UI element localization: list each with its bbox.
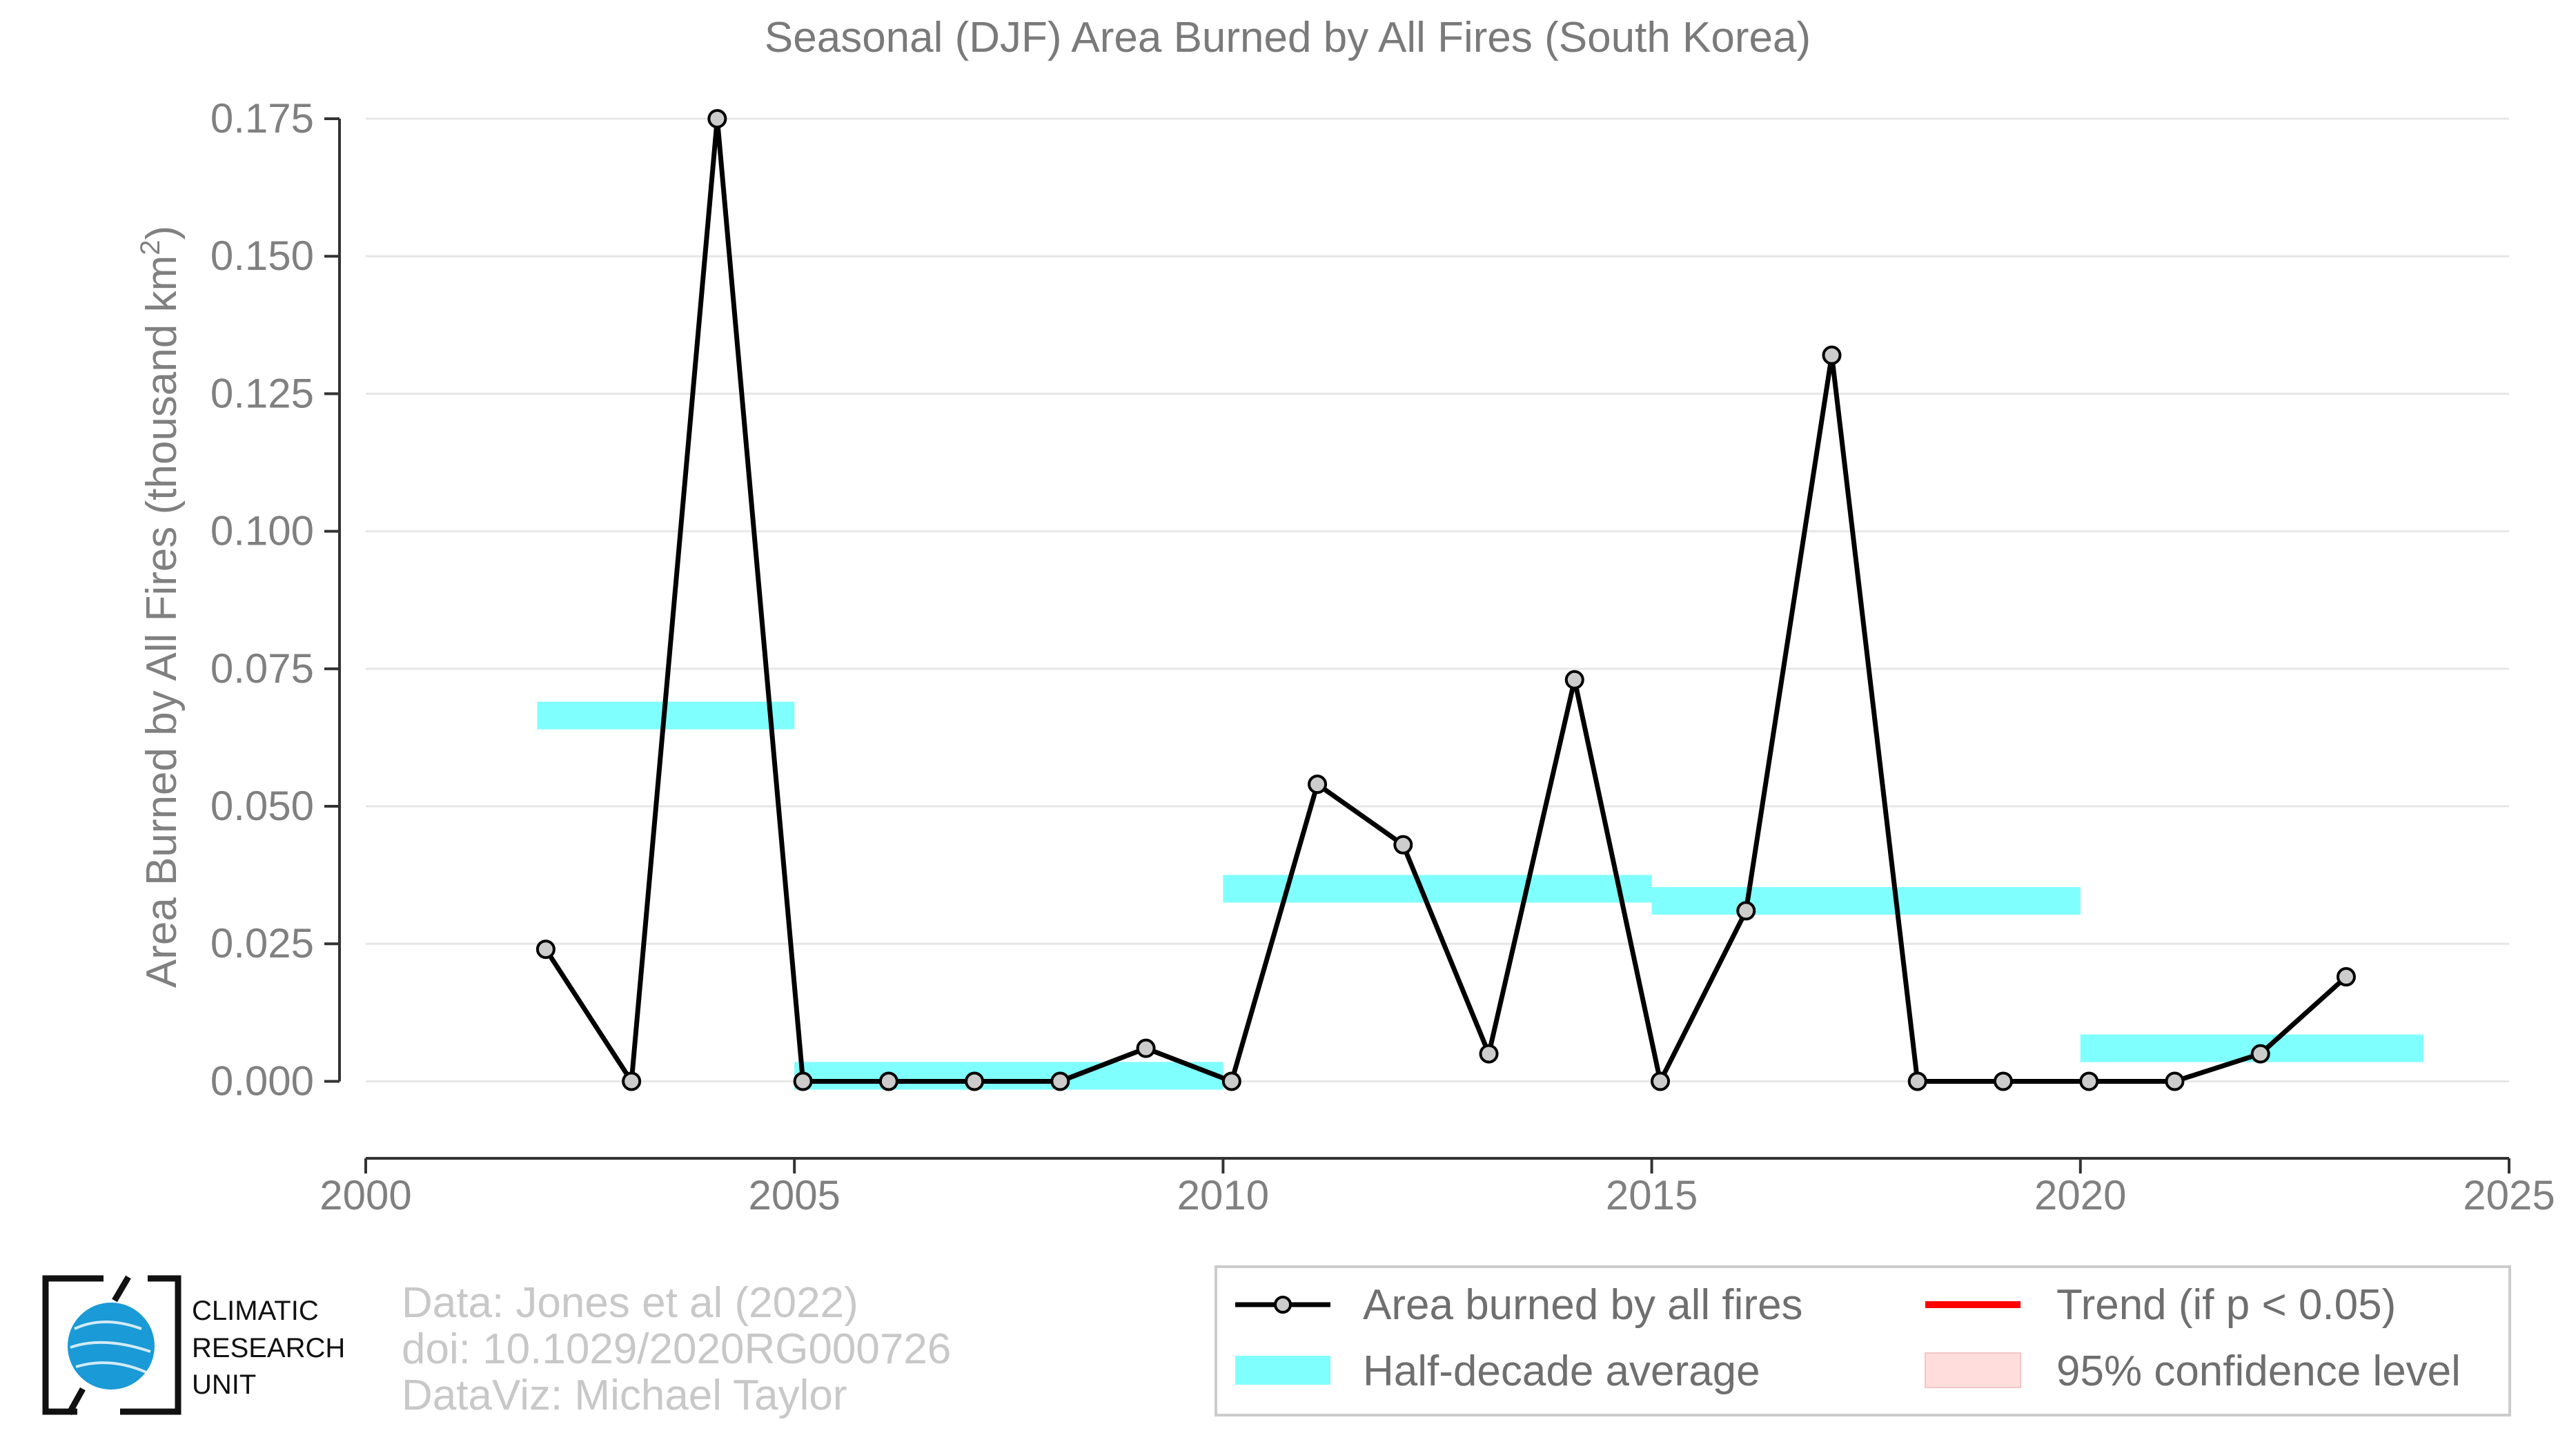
data-point [1136,1038,1156,1058]
y-tick-label: 0.025 [210,920,314,966]
data-point [2079,1071,2099,1091]
data-point [1308,775,1328,795]
data-point [793,1071,813,1091]
logo-bracket-left [42,1275,104,1415]
half-decade-bar [794,1062,1223,1090]
credit-data: Data: Jones et al (2022) [402,1279,858,1327]
data-point [2336,967,2356,987]
x-tick-label: 2005 [748,1172,840,1218]
half-decade-bar [1223,875,1652,903]
data-point [707,109,727,128]
logo-bracket-right [120,1275,181,1415]
x-tick-labels: 2000 2005 2010 2015 2020 2025 [319,1172,2555,1218]
data-point [1907,1071,1927,1091]
data-point [965,1071,985,1091]
legend-label-halfdecade: Half-decade average [1363,1347,1760,1395]
data-point [2165,1071,2185,1091]
data-point [1993,1071,2013,1091]
series-polyline [543,116,2348,1084]
y-tick-label: 0.000 [210,1058,314,1104]
x-tick-label: 2015 [1606,1172,1698,1218]
legend-swatch-halfdecade [1235,1356,1330,1385]
legend-label-line: Area burned by all fires [1363,1281,1803,1329]
y-axis-label-main: Area Burned by All Fires (thousand km [138,255,186,988]
y-axis-label: Area Burned by All Fires (thousand km2) [135,226,186,988]
cru-logo: CLIMATIC RESEARCH UNIT [42,1275,345,1416]
y-tick-labels: 0.000 0.025 0.050 0.075 0.100 0.125 0.150 0.175 [210,95,314,1104]
series-line [535,109,2356,1091]
legend-frame [1215,1265,2511,1416]
x-tick-label: 2000 [319,1172,411,1218]
x-tick-label: 2010 [1177,1172,1269,1218]
grid [366,117,2509,1082]
legend-swatch-ci [1925,1352,2021,1388]
data-point [1651,1071,1671,1091]
axes [324,117,2510,1174]
half-decade-bar [1651,887,2081,915]
x-tick-label: 2025 [2463,1172,2555,1218]
y-axis-label-sup: 2 [135,240,166,255]
logo-slash-top [112,1275,131,1303]
data-point [535,939,555,960]
logo-text-line2: RESEARCH [192,1333,345,1363]
logo-text-line1: CLIMATIC [192,1296,319,1326]
data-point [878,1071,898,1091]
data-point [1736,901,1756,921]
y-axis-label-close: ) [138,226,186,240]
x-tick-label: 2020 [2034,1172,2126,1218]
logo-globe-icon [68,1303,155,1390]
data-point [1221,1071,1241,1091]
data-point [1050,1071,1070,1091]
y-tick-label: 0.075 [210,645,314,692]
data-point [1393,835,1413,855]
credit-doi: doi: 10.1029/2020RG000726 [402,1325,951,1373]
data-point [622,1071,642,1091]
legend-label-ci: 95% confidence level [2056,1347,2461,1395]
data-point [1564,670,1584,690]
chart-title: Seasonal (DJF) Area Burned by All Fires … [765,14,1811,61]
y-tick-label: 0.175 [210,95,314,142]
legend-swatch-marker [1274,1296,1292,1314]
legend-label-trend: Trend (if p < 0.05) [2056,1281,2396,1329]
logo-slash-bottom [66,1387,86,1416]
logo-text-line3: UNIT [192,1370,256,1400]
data-point [1822,345,1842,365]
logo-globe-swirl [70,1321,151,1374]
y-tick-label: 0.150 [210,233,314,279]
data-point [2250,1044,2270,1064]
y-tick-label: 0.050 [210,783,314,829]
y-tick-label: 0.100 [210,508,314,554]
data-point [1479,1044,1499,1064]
legend: Area burned by all fires Trend (if p < 0… [1215,1265,2511,1416]
y-tick-label: 0.125 [210,370,314,416]
credit-dataviz: DataViz: Michael Taylor [402,1372,847,1419]
